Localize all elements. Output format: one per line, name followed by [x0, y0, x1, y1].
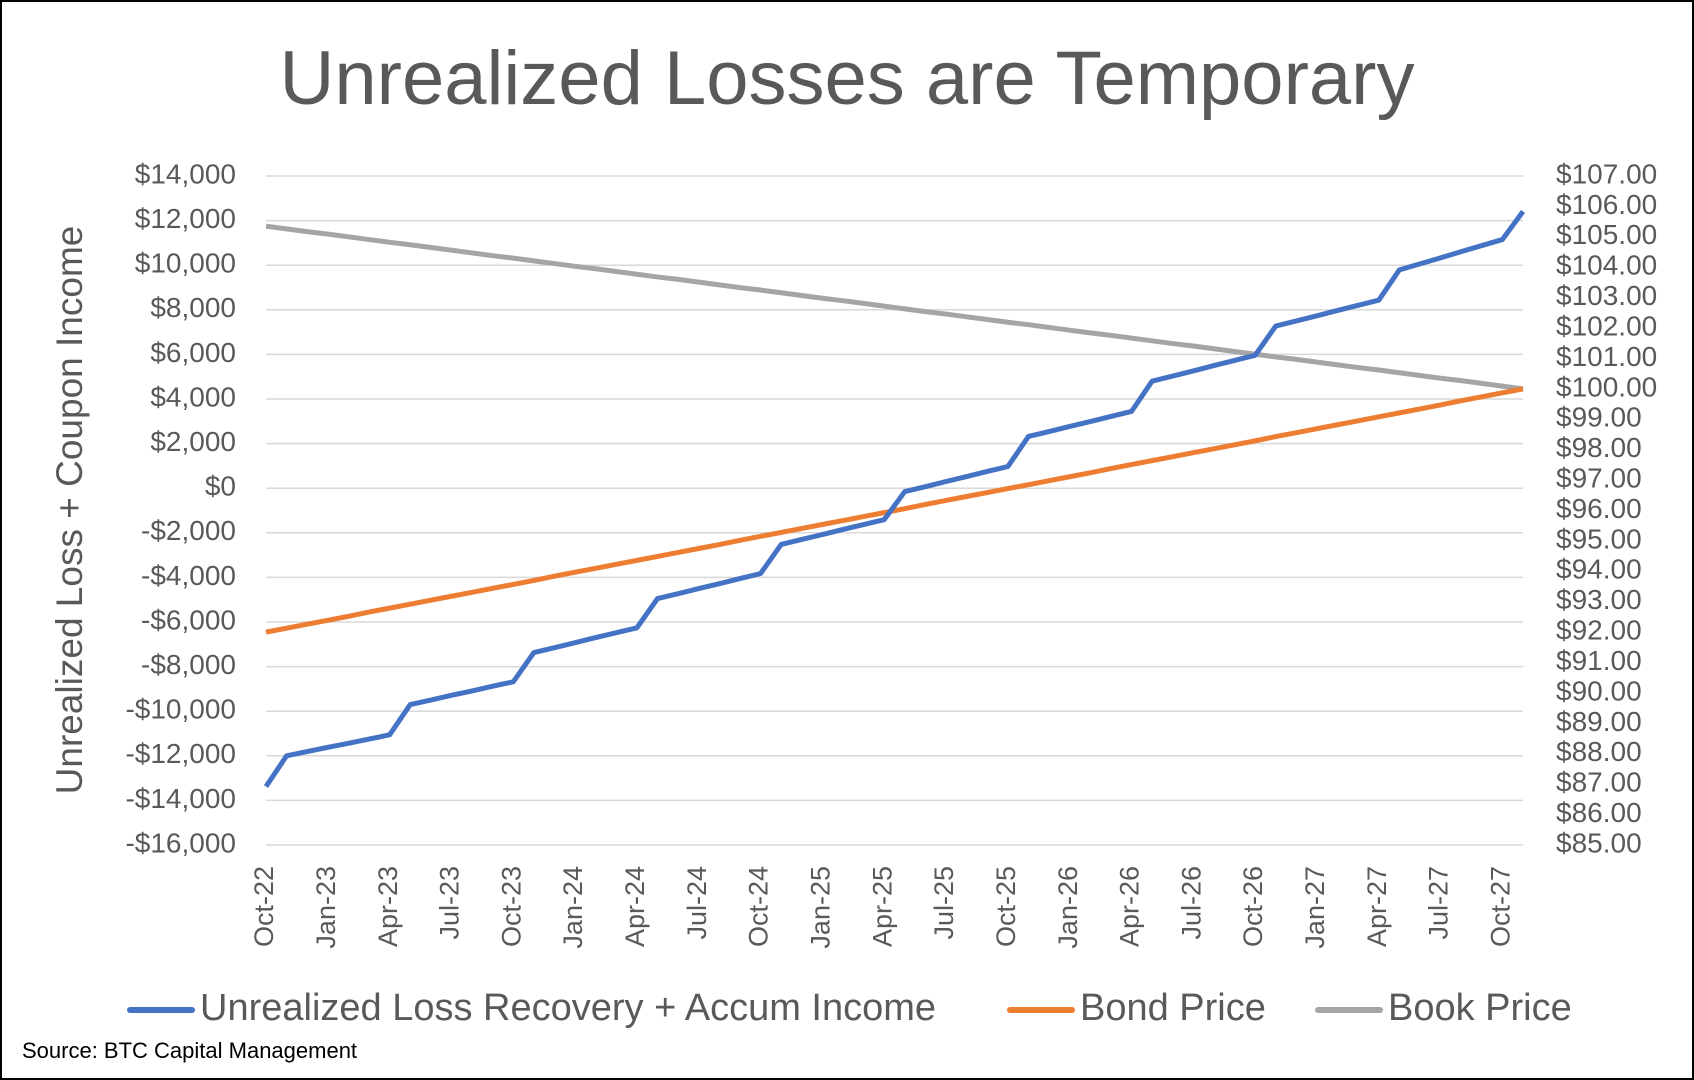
- x-tick-label: Oct-25: [991, 866, 1021, 947]
- x-tick-label: Apr-26: [1115, 866, 1145, 947]
- y2-tick-label: $97.00: [1556, 462, 1642, 493]
- y-tick-label: $2,000: [150, 426, 236, 457]
- y2-tick-label: $89.00: [1556, 706, 1642, 737]
- y-tick-label: $10,000: [135, 248, 236, 279]
- y2-tick-label: $98.00: [1556, 432, 1642, 463]
- x-tick-label: Jan-25: [806, 866, 836, 949]
- x-tick-label: Oct-23: [496, 866, 526, 947]
- legend-label: Book Price: [1388, 987, 1572, 1029]
- y2-tick-label: $105.00: [1556, 219, 1657, 250]
- y2-tick-label: $87.00: [1556, 767, 1642, 798]
- y-tick-label: -$8,000: [141, 649, 236, 680]
- x-tick-label: Jul-26: [1176, 866, 1206, 940]
- x-tick-label: Jul-27: [1424, 866, 1454, 940]
- y2-tick-label: $95.00: [1556, 523, 1642, 554]
- y-tick-label: -$10,000: [125, 694, 236, 725]
- x-tick-label: Apr-25: [867, 866, 897, 947]
- x-tick-label: Jan-26: [1053, 866, 1083, 949]
- y2-tick-label: $103.00: [1556, 280, 1657, 311]
- y2-tick-label: $104.00: [1556, 250, 1657, 281]
- y-tick-label: $8,000: [150, 292, 236, 323]
- x-tick-label: Jul-23: [435, 866, 465, 940]
- y2-tick-label: $106.00: [1556, 189, 1657, 220]
- series-line: [265, 223, 1524, 392]
- x-tick-label: Jan-27: [1300, 866, 1330, 949]
- y-tick-label: -$16,000: [125, 827, 236, 858]
- y2-tick-label: $86.00: [1556, 797, 1642, 828]
- y-tick-label: $4,000: [150, 381, 236, 412]
- chart-title: Unrealized Losses are Temporary: [280, 36, 1415, 121]
- y2-tick-label: $91.00: [1556, 645, 1642, 676]
- series-line: [263, 209, 1526, 788]
- y2-tick-label: $96.00: [1556, 493, 1642, 524]
- source-note: Source: BTC Capital Management: [22, 1038, 357, 1063]
- y2-tick-label: $92.00: [1556, 615, 1642, 646]
- y2-tick-label: $85.00: [1556, 827, 1642, 858]
- y-tick-label: $12,000: [135, 203, 236, 234]
- y2-tick-label: $94.00: [1556, 554, 1642, 585]
- x-tick-label: Oct-26: [1238, 866, 1268, 947]
- x-tick-label: Jul-25: [929, 866, 959, 940]
- y2-tick-label: $107.00: [1556, 158, 1657, 189]
- y2-tick-label: $101.00: [1556, 341, 1657, 372]
- legend-label: Unrealized Loss Recovery + Accum Income: [200, 987, 936, 1029]
- y-tick-label: $0: [205, 471, 236, 502]
- y-tick-label: -$6,000: [141, 604, 236, 635]
- y2-tick-label: $93.00: [1556, 584, 1642, 615]
- x-tick-label: Jul-24: [682, 866, 712, 940]
- y-axis-label: Unrealized Loss + Coupon Income: [49, 226, 90, 795]
- y2-tick-label: $100.00: [1556, 371, 1657, 402]
- x-tick-label: Oct-22: [249, 866, 279, 947]
- x-tick-label: Jan-24: [558, 866, 588, 949]
- y-tick-label: $14,000: [135, 158, 236, 189]
- y-tick-label: -$12,000: [125, 738, 236, 769]
- legend-label: Bond Price: [1080, 987, 1266, 1029]
- y2-tick-label: $88.00: [1556, 736, 1642, 767]
- x-tick-label: Jan-23: [311, 866, 341, 949]
- x-tick-label: Oct-27: [1486, 866, 1516, 947]
- x-tick-label: Oct-24: [744, 866, 774, 947]
- y2-tick-label: $102.00: [1556, 310, 1657, 341]
- y2-tick-label: $99.00: [1556, 402, 1642, 433]
- y-tick-label: -$2,000: [141, 515, 236, 546]
- y2-tick-label: $90.00: [1556, 675, 1642, 706]
- x-tick-label: Apr-27: [1362, 866, 1392, 947]
- series-line: [265, 386, 1524, 635]
- y-tick-label: -$14,000: [125, 783, 236, 814]
- y-tick-label: $6,000: [150, 337, 236, 368]
- x-tick-label: Apr-23: [373, 866, 403, 947]
- x-tick-label: Apr-24: [620, 866, 650, 947]
- y-tick-label: -$4,000: [141, 560, 236, 591]
